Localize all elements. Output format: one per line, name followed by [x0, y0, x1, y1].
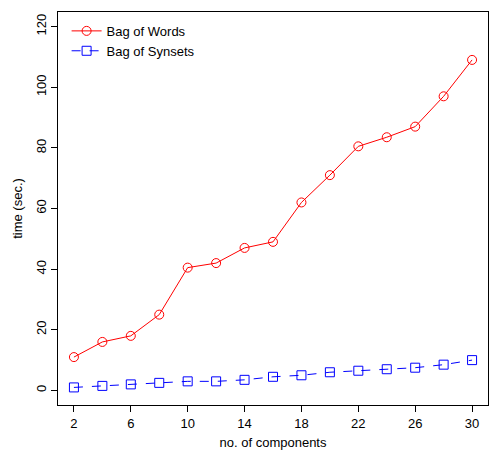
- svg-text:no. of components: no. of components: [220, 435, 327, 450]
- svg-text:10: 10: [180, 416, 194, 431]
- svg-text:40: 40: [34, 260, 49, 274]
- svg-text:20: 20: [34, 321, 49, 335]
- svg-text:26: 26: [408, 416, 422, 431]
- svg-text:time (sec.): time (sec.): [10, 178, 25, 239]
- svg-text:22: 22: [351, 416, 365, 431]
- svg-text:0: 0: [34, 385, 49, 392]
- svg-text:120: 120: [34, 14, 49, 36]
- svg-text:6: 6: [127, 416, 134, 431]
- svg-text:2: 2: [70, 416, 77, 431]
- svg-text:Bag of Words: Bag of Words: [107, 24, 186, 39]
- svg-text:100: 100: [34, 74, 49, 96]
- svg-text:60: 60: [34, 199, 49, 213]
- svg-text:18: 18: [294, 416, 308, 431]
- svg-text:30: 30: [465, 416, 479, 431]
- svg-text:80: 80: [34, 139, 49, 153]
- svg-text:14: 14: [237, 416, 251, 431]
- svg-text:Bag of Synsets: Bag of Synsets: [107, 44, 195, 59]
